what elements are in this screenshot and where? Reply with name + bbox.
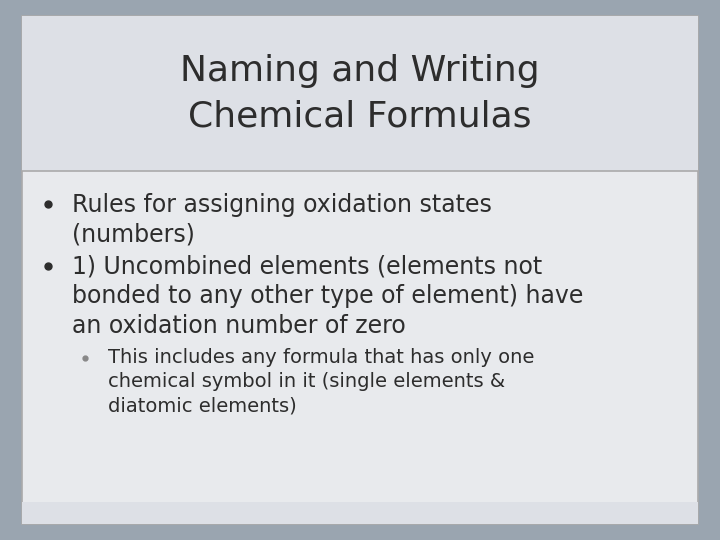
Text: Naming and Writing
Chemical Formulas: Naming and Writing Chemical Formulas [180,54,540,133]
Bar [22,16,698,171]
Text: This includes any formula that has only one
chemical symbol in it (single elemen: This includes any formula that has only … [108,348,534,415]
Bar [22,502,698,524]
Text: Rules for assigning oxidation states
(numbers): Rules for assigning oxidation states (nu… [72,193,492,247]
Text: 1) Uncombined elements (elements not
bonded to any other type of element) have
a: 1) Uncombined elements (elements not bon… [72,254,583,338]
